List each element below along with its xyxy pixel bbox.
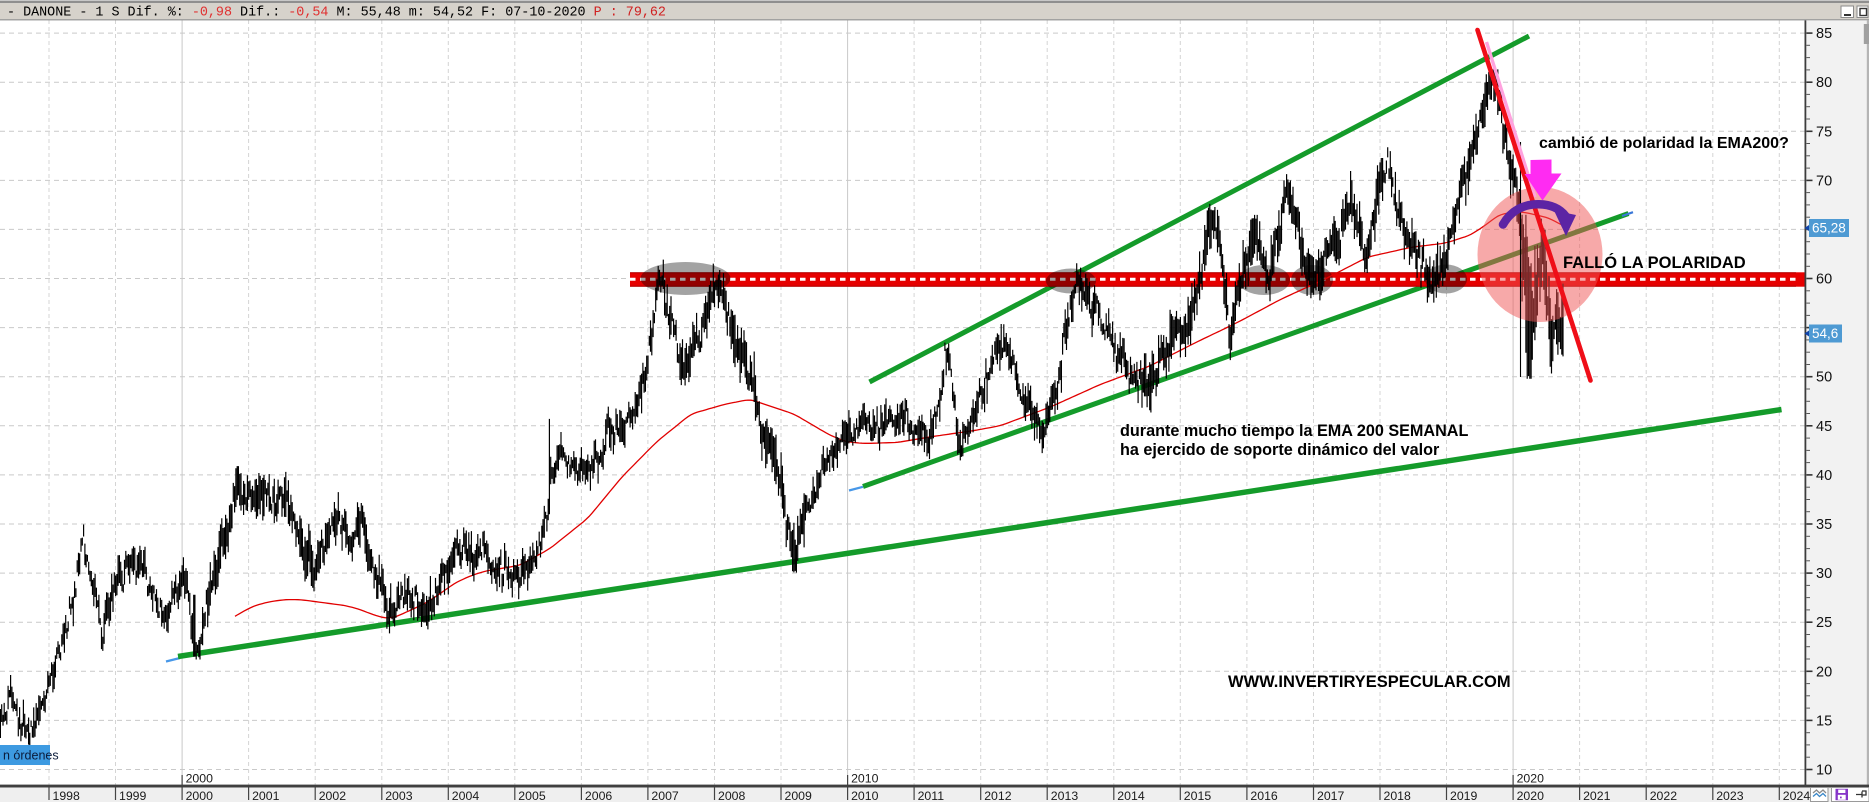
svg-text:- DANONE - 1 S Dif. %: -0,98: - DANONE - 1 S Dif. %: -0,98 Dif.: -0,54… bbox=[7, 6, 666, 21]
svg-text:2013: 2013 bbox=[1051, 789, 1079, 802]
svg-text:40: 40 bbox=[1816, 468, 1832, 484]
svg-text:1999: 1999 bbox=[119, 789, 147, 802]
svg-text:n órdenes: n órdenes bbox=[3, 749, 59, 763]
svg-text:2010: 2010 bbox=[851, 772, 879, 786]
svg-text:2006: 2006 bbox=[585, 789, 613, 802]
svg-text:2009: 2009 bbox=[785, 789, 813, 802]
svg-text:2021: 2021 bbox=[1583, 789, 1611, 802]
svg-text:2016: 2016 bbox=[1250, 789, 1278, 802]
svg-text:2002: 2002 bbox=[319, 789, 347, 802]
svg-text:2017: 2017 bbox=[1317, 789, 1345, 802]
svg-text:2023: 2023 bbox=[1716, 789, 1744, 802]
svg-text:2014: 2014 bbox=[1117, 789, 1145, 802]
svg-text:2020: 2020 bbox=[1517, 789, 1545, 802]
svg-text:85: 85 bbox=[1816, 26, 1832, 42]
svg-text:80: 80 bbox=[1816, 75, 1832, 91]
svg-text:2024: 2024 bbox=[1783, 789, 1811, 802]
svg-text:10: 10 bbox=[1816, 763, 1832, 779]
svg-text:1998: 1998 bbox=[53, 789, 81, 802]
svg-text:2000: 2000 bbox=[186, 772, 214, 786]
svg-text:75: 75 bbox=[1816, 124, 1832, 140]
svg-text:cambió de polaridad la EMA200?: cambió de polaridad la EMA200? bbox=[1539, 135, 1789, 152]
svg-text:70: 70 bbox=[1816, 173, 1832, 189]
svg-text:2020: 2020 bbox=[1517, 772, 1545, 786]
svg-text:65,28: 65,28 bbox=[1812, 221, 1846, 236]
svg-text:2003: 2003 bbox=[385, 789, 413, 802]
svg-text:ha ejercido de soporte dinámic: ha ejercido de soporte dinámico del valo… bbox=[1120, 441, 1440, 459]
svg-text:2005: 2005 bbox=[518, 789, 546, 802]
svg-text:2000: 2000 bbox=[186, 789, 214, 802]
svg-text:25: 25 bbox=[1816, 615, 1832, 631]
svg-text:2001: 2001 bbox=[252, 789, 280, 802]
svg-text:WWW.INVERTIRYESPECULAR.COM: WWW.INVERTIRYESPECULAR.COM bbox=[1228, 673, 1511, 691]
svg-text:60: 60 bbox=[1816, 272, 1832, 288]
svg-text:durante mucho tiempo la EMA 20: durante mucho tiempo la EMA 200 SEMANAL bbox=[1120, 422, 1468, 440]
svg-text:2022: 2022 bbox=[1650, 789, 1678, 802]
svg-text:30: 30 bbox=[1816, 566, 1832, 582]
svg-text:FALLÓ LA POLARIDAD: FALLÓ LA POLARIDAD bbox=[1563, 253, 1746, 272]
svg-text:2012: 2012 bbox=[984, 789, 1012, 802]
svg-text:35: 35 bbox=[1816, 517, 1832, 533]
svg-text:2010: 2010 bbox=[851, 789, 879, 802]
svg-text:2018: 2018 bbox=[1384, 789, 1412, 802]
svg-text:50: 50 bbox=[1816, 370, 1832, 386]
svg-text:15: 15 bbox=[1816, 713, 1832, 729]
svg-text:2015: 2015 bbox=[1184, 789, 1212, 802]
svg-text:2008: 2008 bbox=[718, 789, 746, 802]
svg-text:2019: 2019 bbox=[1450, 789, 1478, 802]
svg-text:45: 45 bbox=[1816, 419, 1832, 435]
svg-text:2007: 2007 bbox=[651, 789, 679, 802]
svg-text:54,6: 54,6 bbox=[1812, 326, 1838, 341]
svg-text:2011: 2011 bbox=[918, 789, 945, 802]
svg-text:2004: 2004 bbox=[452, 789, 480, 802]
svg-text:20: 20 bbox=[1816, 664, 1832, 680]
